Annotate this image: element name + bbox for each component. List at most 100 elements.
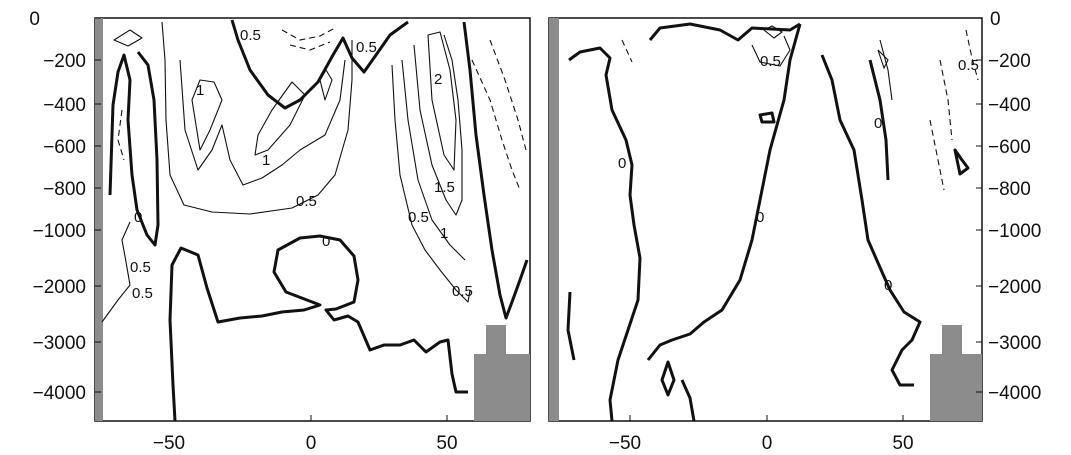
left-zero-contour-deep [168, 234, 468, 422]
left-contour-label: 0.5 [130, 259, 151, 276]
right-y-axis: 0 −200 −400 −600 −800 −1000 −2000 −3000 … [976, 9, 1041, 404]
left-y-tick-label: −1000 [33, 221, 86, 242]
left-contour-labels: 0.5 1 0.5 2 1 1.5 1 0.5 0 0 0.5 0.5 0.5 … [130, 27, 473, 302]
left-dashed-contour-c [471, 59, 521, 191]
left-contour-label: 0.5 [296, 193, 317, 210]
left-bathymetry-mask [474, 325, 530, 421]
right-y-tick-label: −800 [988, 179, 1031, 200]
right-contour-small-right [877, 49, 889, 70]
right-y-tick-label: −4000 [988, 383, 1041, 404]
right-contour-east-thin [879, 39, 893, 101]
left-contour-small-closed [319, 69, 333, 101]
right-zero-contour-small-b [660, 360, 676, 397]
left-contour-label: 0.5 [356, 39, 377, 56]
right-zero-contour-bottom-b [680, 379, 696, 422]
left-zero-contour-south-loop [108, 51, 160, 247]
right-x-tick-label: 0 [762, 433, 773, 454]
left-zero-contour-north [462, 21, 529, 320]
left-contour-label: 1 [262, 152, 270, 169]
left-contour-label: 1 [440, 225, 448, 242]
right-plot-frame [548, 17, 983, 422]
right-contour-label: 0 [874, 115, 882, 132]
right-dashed-contour-d [621, 39, 633, 63]
right-x-tick-label: −50 [609, 433, 641, 454]
right-zero-contour-east-inner [868, 59, 890, 181]
left-contour-1-inner-a [191, 79, 223, 151]
left-y-tick-label: 0 [29, 9, 40, 30]
left-dashed-contour-b [289, 41, 331, 51]
left-contour-0.5-outer [161, 21, 353, 215]
left-y-tick-label: −400 [43, 95, 86, 116]
right-y-tick-label: −200 [988, 51, 1031, 72]
left-x-tick-label: −50 [153, 433, 185, 454]
left-contour-label: 1 [196, 82, 204, 99]
right-panel: 0.5 0.5 0 0 0 0 0 −200 −400 −600 −800 −1… [548, 9, 1041, 454]
right-contour-labels: 0.5 0.5 0 0 0 0 [618, 53, 979, 294]
left-contour-label: 0.5 [408, 209, 429, 226]
right-dashed-contour-b [929, 119, 945, 191]
left-contour-label: 0.5 [452, 283, 473, 300]
left-y-tick-label: −800 [43, 179, 86, 200]
left-contour-label: 0 [134, 209, 142, 226]
left-y-tick-label: −2000 [33, 277, 86, 298]
left-contour-label: 1.5 [434, 179, 455, 196]
right-y-tick-label: −2000 [988, 277, 1041, 298]
left-contour-1-north [401, 59, 466, 261]
left-contour-label: 0.5 [132, 285, 153, 302]
left-contour-label: 2 [434, 71, 442, 88]
left-zero-contour-upper [230, 19, 409, 110]
right-zero-contour-small-a [758, 111, 776, 124]
left-contour-1.5-north [413, 34, 463, 216]
left-contour-1-west [179, 59, 346, 186]
left-x-tick-label: 0 [306, 433, 317, 454]
right-y-tick-label: −600 [988, 137, 1031, 158]
right-y-tick-label: −1000 [988, 221, 1041, 242]
right-contour-label: 0.5 [958, 57, 979, 74]
right-dashed-contour-a [939, 59, 953, 141]
right-x-axis: −50 0 50 [609, 415, 914, 454]
right-contour-0.5-top [751, 35, 791, 67]
right-zero-contour-east [820, 54, 922, 387]
left-zero-contours [108, 19, 529, 422]
right-contour-label: 0 [884, 277, 892, 294]
left-dashed-contour-d [489, 39, 527, 151]
left-contour-small-tr [113, 29, 143, 47]
right-zero-contour-west [568, 46, 642, 422]
right-x-tick-label: 50 [892, 433, 913, 454]
left-y-tick-label: −600 [43, 137, 86, 158]
left-x-axis: −50 0 50 [153, 415, 458, 454]
right-land-mask-south [549, 18, 559, 421]
right-contour-label: 0 [618, 155, 626, 172]
left-negative-contours [117, 27, 527, 191]
left-y-axis: 0 −200 −400 −600 −800 −1000 −2000 −3000 … [29, 9, 101, 404]
right-zero-contour-south-bottom [566, 291, 576, 361]
right-contour-label: 0.5 [760, 53, 781, 70]
left-contour-0.5-south [101, 221, 131, 323]
right-zero-contour-top [648, 22, 801, 42]
left-dashed-contour-e [117, 109, 125, 161]
right-y-tick-label: 0 [990, 9, 1001, 30]
left-positive-contours [101, 21, 471, 323]
left-panel: 0.5 1 0.5 2 1 1.5 1 0.5 0 0 0.5 0.5 0.5 … [29, 9, 531, 454]
left-y-tick-label: −200 [43, 51, 86, 72]
left-contour-0.5-north-outer [391, 64, 471, 303]
right-contour-label: 0 [756, 209, 764, 226]
right-zero-contour-central [646, 23, 802, 361]
left-y-tick-label: −4000 [33, 383, 86, 404]
left-contour-label: 0 [322, 233, 330, 250]
right-positive-contours [751, 25, 893, 101]
right-zero-contour-small-c [953, 148, 970, 176]
left-dashed-contour-a [281, 27, 336, 41]
right-contour-small-top [762, 25, 783, 39]
left-plot-frame [94, 17, 531, 422]
left-y-tick-label: −3000 [33, 333, 86, 354]
left-contour-2-north [427, 31, 457, 171]
left-x-tick-label: 50 [436, 433, 457, 454]
right-bathymetry-mask [930, 325, 982, 421]
left-contour-1-inner-b [254, 81, 306, 156]
right-y-tick-label: −3000 [988, 333, 1041, 354]
right-negative-contours [621, 29, 979, 191]
right-dashed-contour-c [965, 29, 979, 81]
left-land-mask-south [95, 18, 103, 421]
